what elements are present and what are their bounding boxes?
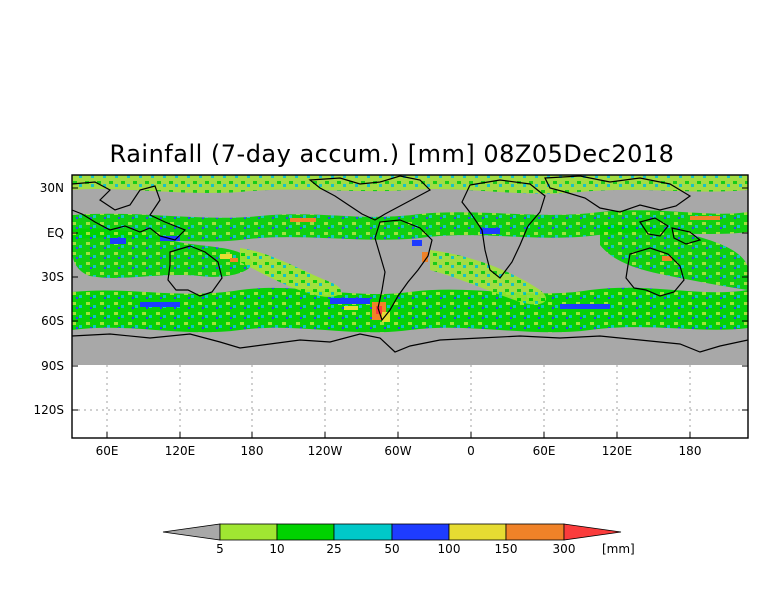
coast-maritime-right <box>639 217 702 245</box>
blank-region <box>72 365 748 438</box>
lon-label-120e-right: 120E <box>601 444 633 458</box>
coast-antarctica <box>72 333 748 353</box>
rain-region-maritime-right <box>600 224 748 290</box>
lon-label-0: 0 <box>467 444 475 458</box>
coast-australia-left <box>167 245 223 297</box>
lon-label-60e-right: 60E <box>532 444 556 458</box>
colorbar-units: [mm] <box>602 542 635 556</box>
colorbar-cell-6 <box>505 523 565 541</box>
colorbar-cell-3 <box>333 523 393 541</box>
lat-label-120s: 120S <box>33 403 64 417</box>
rain-band-south <box>72 287 748 333</box>
colorbar-label-100: 100 <box>437 542 461 556</box>
rain-region-spcz <box>240 248 341 297</box>
rain-region-south-atlantic <box>430 250 547 305</box>
colorbar-cell-5 <box>448 523 507 541</box>
coast-australia-right <box>625 247 685 297</box>
colorbar-label-50: 50 <box>384 542 400 556</box>
coastlines <box>72 175 748 353</box>
colorbar-label-10: 10 <box>269 542 285 556</box>
lat-label-60s: 60S <box>41 314 64 328</box>
lon-label-120w: 120W <box>307 444 343 458</box>
colorbar-label-5: 5 <box>216 542 224 556</box>
coast-asia-left <box>72 181 187 241</box>
colorbar <box>162 523 622 541</box>
colorbar-label-300: 300 <box>552 542 576 556</box>
colorbar-cell-1 <box>219 523 278 541</box>
colorbar-cell-2 <box>276 523 335 541</box>
colorbar-cell-7 <box>563 523 622 541</box>
coast-eurasia-right <box>544 175 692 213</box>
lon-label-120e: 120E <box>164 444 196 458</box>
precip-layer <box>72 175 748 333</box>
lon-label-180-right: 180 <box>678 444 702 458</box>
colorbar-cell-0 <box>162 523 221 541</box>
lon-label-60w: 60W <box>384 444 412 458</box>
graticule <box>72 365 748 438</box>
coast-north-america <box>308 175 431 221</box>
lat-label-90s: 90S <box>41 359 64 373</box>
lon-label-60e: 60E <box>95 444 119 458</box>
axis-frame <box>71 174 749 439</box>
colorbar-cell-4 <box>391 523 450 541</box>
lon-label-180: 180 <box>240 444 264 458</box>
coast-south-america <box>374 219 433 322</box>
colorbar-label-25: 25 <box>326 542 342 556</box>
rain-band-north <box>72 175 748 194</box>
colorbar-label-150: 150 <box>494 542 518 556</box>
coast-africa <box>461 179 546 279</box>
lat-label-eq: EQ <box>46 226 64 240</box>
lat-label-30n: 30N <box>39 181 64 195</box>
lat-label-30s: 30S <box>41 270 64 284</box>
map-title: Rainfall (7-day accum.) [mm] 08Z05Dec201… <box>109 140 675 168</box>
rain-band-itcz <box>72 210 748 242</box>
